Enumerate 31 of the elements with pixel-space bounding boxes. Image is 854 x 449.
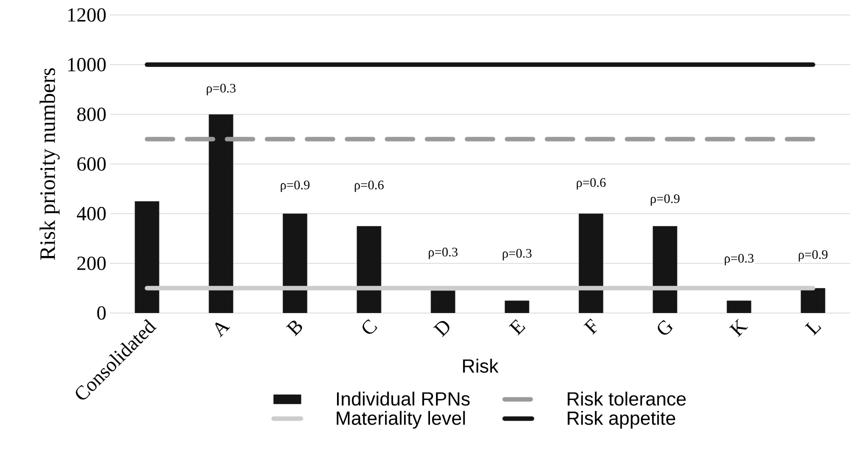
x-tick-label: D [433, 320, 450, 338]
x-tick-label: B [286, 320, 302, 336]
y-axis-title: Risk priority numbers [40, 68, 60, 260]
annotation: ρ=0.3 [502, 248, 532, 260]
legend-label: Individual RPNs [336, 392, 470, 406]
annotation: ρ=0.3 [428, 248, 458, 260]
x-tick-label: A [215, 322, 230, 338]
y-tick-label: 600 [77, 157, 106, 171]
y-tick-label: 400 [76, 206, 106, 220]
y-tick-label: 800 [77, 108, 106, 122]
x-tick-label: E [508, 319, 526, 336]
annotation: ρ=0.9 [650, 194, 680, 206]
annotation: ρ=0.3 [724, 254, 754, 266]
x-axis-title: Risk [463, 358, 498, 373]
annotation: ρ=0.9 [798, 250, 828, 262]
annotation: ρ=0.3 [206, 84, 236, 96]
legend-label: Risk tolerance [568, 392, 686, 406]
x-tick-label: F [584, 318, 597, 335]
legend-label: Materiality level [336, 410, 465, 429]
y-tick-label: 200 [77, 256, 106, 270]
annotation: ρ=0.9 [280, 180, 310, 192]
legend-label: Risk appetite [568, 410, 676, 429]
annotation: ρ=0.6 [576, 178, 606, 190]
x-tick-label: G [658, 320, 673, 335]
x-tick-label: L [804, 322, 822, 336]
y-tick-label: 0 [97, 306, 106, 320]
x-tick-label: K [729, 318, 748, 338]
annotation: ρ=0.6 [354, 180, 384, 192]
x-tick-label: C [362, 319, 378, 334]
y-tick-label: 1200 [68, 8, 106, 22]
y-tick-label: 1000 [68, 58, 106, 72]
